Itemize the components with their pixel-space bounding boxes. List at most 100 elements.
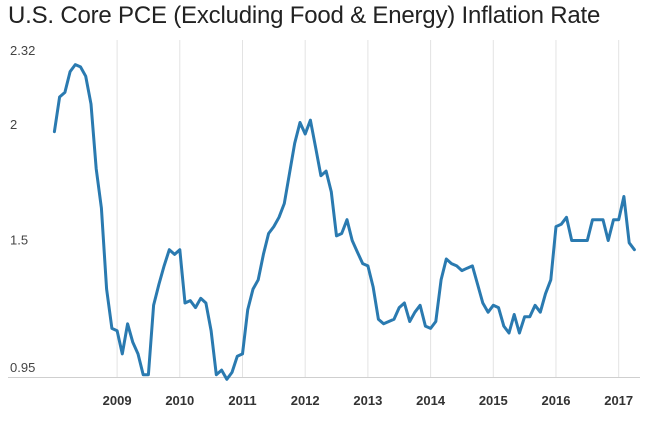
x-tick-label: 2013 — [353, 393, 382, 408]
data-point — [163, 265, 165, 267]
data-point — [356, 251, 358, 253]
data-point — [152, 304, 154, 306]
data-point — [550, 279, 552, 281]
data-point — [534, 304, 536, 306]
data-point — [220, 369, 222, 371]
data-point — [571, 239, 573, 241]
data-point — [591, 219, 593, 221]
data-point — [523, 316, 525, 318]
data-point — [628, 242, 630, 244]
data-point — [565, 216, 567, 218]
data-point — [147, 374, 149, 376]
data-point — [544, 293, 546, 295]
data-point — [461, 269, 463, 271]
y-tick-label: 0.95 — [10, 360, 35, 375]
data-point — [586, 239, 588, 241]
data-point — [58, 96, 60, 98]
data-point — [252, 288, 254, 290]
data-point — [633, 249, 635, 251]
data-point — [612, 219, 614, 221]
data-point — [95, 168, 97, 170]
data-point — [283, 202, 285, 204]
data-point — [508, 332, 510, 334]
data-point — [320, 175, 322, 177]
x-tick-label: 2012 — [291, 393, 320, 408]
data-point — [393, 318, 395, 320]
data-point — [257, 279, 259, 281]
data-point — [142, 374, 144, 376]
y-tick-label: 1.5 — [10, 233, 28, 248]
data-point — [168, 249, 170, 251]
data-point — [85, 75, 87, 77]
data-point — [560, 223, 562, 225]
data-point — [503, 325, 505, 327]
data-point — [200, 297, 202, 299]
data-point — [231, 371, 233, 373]
grid-lines — [116, 40, 620, 377]
series-line — [52, 63, 636, 381]
x-tick-label: 2016 — [542, 393, 571, 408]
x-tick-label: 2010 — [165, 393, 194, 408]
data-point — [215, 374, 217, 376]
data-point — [173, 253, 175, 255]
data-point — [330, 191, 332, 193]
data-point — [79, 66, 81, 68]
data-point — [414, 311, 416, 313]
data-point — [184, 302, 186, 304]
data-point — [278, 216, 280, 218]
data-point — [158, 283, 160, 285]
data-point — [105, 288, 107, 290]
x-tick-label: 2011 — [228, 393, 256, 408]
data-point — [435, 320, 437, 322]
data-point — [424, 325, 426, 327]
data-point — [398, 306, 400, 308]
data-point — [241, 353, 243, 355]
data-point — [189, 299, 191, 301]
data-point — [403, 302, 405, 304]
data-point — [126, 323, 128, 325]
data-point — [273, 225, 275, 227]
x-tick-label: 2009 — [103, 393, 132, 408]
data-point — [137, 353, 139, 355]
data-point — [335, 235, 337, 237]
data-point — [623, 195, 625, 197]
data-point — [179, 249, 181, 251]
y-tick-labels: 2.32 2 1.5 0.95 — [10, 43, 35, 375]
data-point — [111, 327, 113, 329]
data-point — [487, 311, 489, 313]
y-tick-label: 2.32 — [10, 43, 35, 58]
data-point — [194, 306, 196, 308]
data-point — [529, 316, 531, 318]
data-point — [121, 353, 123, 355]
data-point — [409, 320, 411, 322]
data-point — [116, 330, 118, 332]
data-point — [341, 232, 343, 234]
data-point — [445, 258, 447, 260]
y-tick-label: 2 — [10, 117, 17, 132]
data-point — [236, 355, 238, 357]
data-point — [90, 103, 92, 105]
data-point — [267, 232, 269, 234]
data-point — [513, 313, 515, 315]
x-tick-labels: 2009 2010 2011 2012 2013 2014 2015 2016 2017 — [103, 393, 634, 408]
data-point — [205, 302, 207, 304]
data-point — [346, 219, 348, 221]
data-point — [64, 91, 66, 93]
data-point — [440, 279, 442, 281]
data-point — [450, 262, 452, 264]
x-tick-label: 2015 — [479, 393, 508, 408]
data-point — [618, 219, 620, 221]
data-point — [476, 283, 478, 285]
data-point — [382, 323, 384, 325]
data-point — [466, 267, 468, 269]
data-point — [288, 172, 290, 174]
data-point — [581, 239, 583, 241]
data-point — [74, 63, 76, 65]
series-layer — [52, 63, 636, 381]
chart-title: U.S. Core PCE (Excluding Food & Energy) … — [8, 2, 601, 29]
data-point — [315, 147, 317, 149]
data-point — [518, 332, 520, 334]
data-point — [497, 306, 499, 308]
data-point — [132, 341, 134, 343]
